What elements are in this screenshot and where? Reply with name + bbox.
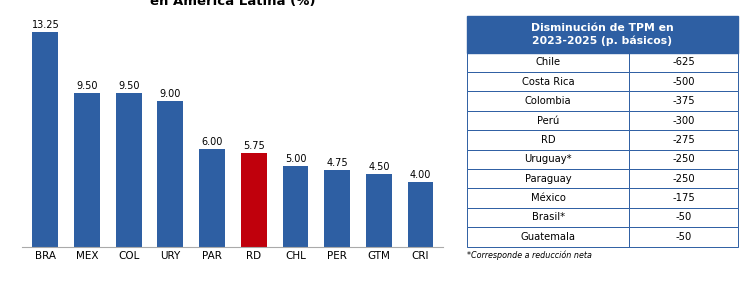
Text: -50: -50 <box>675 232 692 242</box>
Bar <box>158 101 183 246</box>
Bar <box>199 149 225 246</box>
Text: -300: -300 <box>672 115 695 126</box>
FancyBboxPatch shape <box>630 169 738 188</box>
Text: 5.75: 5.75 <box>243 142 265 151</box>
FancyBboxPatch shape <box>467 91 630 111</box>
Text: 13.25: 13.25 <box>31 20 59 30</box>
FancyBboxPatch shape <box>630 188 738 208</box>
Text: Guatemala: Guatemala <box>521 232 576 242</box>
Text: *Corresponde a reducción neta: *Corresponde a reducción neta <box>467 250 592 260</box>
Text: -625: -625 <box>672 57 695 67</box>
Bar <box>366 174 392 246</box>
Text: 6.00: 6.00 <box>201 137 223 147</box>
FancyBboxPatch shape <box>467 130 630 150</box>
FancyBboxPatch shape <box>630 91 738 111</box>
Bar <box>241 153 267 246</box>
Text: RD: RD <box>541 135 556 145</box>
Text: 5.00: 5.00 <box>285 154 306 164</box>
Text: Chile: Chile <box>536 57 561 67</box>
Text: Brasil*: Brasil* <box>532 213 565 222</box>
Text: -175: -175 <box>672 193 695 203</box>
Text: 4.50: 4.50 <box>368 162 390 172</box>
FancyBboxPatch shape <box>467 72 630 91</box>
Text: -375: -375 <box>672 96 695 106</box>
Title: Tasas de política monetaria (TPM)
en América Latina (%): Tasas de política monetaria (TPM) en Amé… <box>105 0 361 8</box>
FancyBboxPatch shape <box>630 111 738 130</box>
FancyBboxPatch shape <box>630 208 738 227</box>
FancyBboxPatch shape <box>630 150 738 169</box>
FancyBboxPatch shape <box>630 130 738 150</box>
Text: -250: -250 <box>672 154 695 164</box>
Text: Perú: Perú <box>537 115 560 126</box>
Text: Colombia: Colombia <box>525 96 571 106</box>
FancyBboxPatch shape <box>467 188 630 208</box>
FancyBboxPatch shape <box>467 227 630 246</box>
FancyBboxPatch shape <box>467 53 630 72</box>
Text: 4.00: 4.00 <box>410 170 431 180</box>
FancyBboxPatch shape <box>630 227 738 246</box>
FancyBboxPatch shape <box>467 16 738 53</box>
Bar <box>74 93 100 246</box>
Text: Uruguay*: Uruguay* <box>524 154 572 164</box>
FancyBboxPatch shape <box>467 111 630 130</box>
Text: -275: -275 <box>672 135 695 145</box>
Bar <box>324 170 350 246</box>
Text: México: México <box>531 193 565 203</box>
Text: -250: -250 <box>672 174 695 184</box>
Text: 9.50: 9.50 <box>76 81 98 91</box>
Text: Costa Rica: Costa Rica <box>522 77 574 87</box>
Bar <box>283 166 308 246</box>
Text: Paraguay: Paraguay <box>525 174 571 184</box>
Bar <box>116 93 141 246</box>
Text: 9.00: 9.00 <box>160 89 181 99</box>
Bar <box>32 32 58 246</box>
Text: -500: -500 <box>672 77 695 87</box>
Text: -50: -50 <box>675 213 692 222</box>
FancyBboxPatch shape <box>467 150 630 169</box>
FancyBboxPatch shape <box>630 72 738 91</box>
FancyBboxPatch shape <box>630 53 738 72</box>
Text: 4.75: 4.75 <box>326 157 348 168</box>
FancyBboxPatch shape <box>467 169 630 188</box>
Bar <box>408 182 433 246</box>
FancyBboxPatch shape <box>467 208 630 227</box>
Text: Disminución de TPM en
2023-2025 (p. básicos): Disminución de TPM en 2023-2025 (p. bási… <box>531 23 674 46</box>
Text: 9.50: 9.50 <box>118 81 139 91</box>
